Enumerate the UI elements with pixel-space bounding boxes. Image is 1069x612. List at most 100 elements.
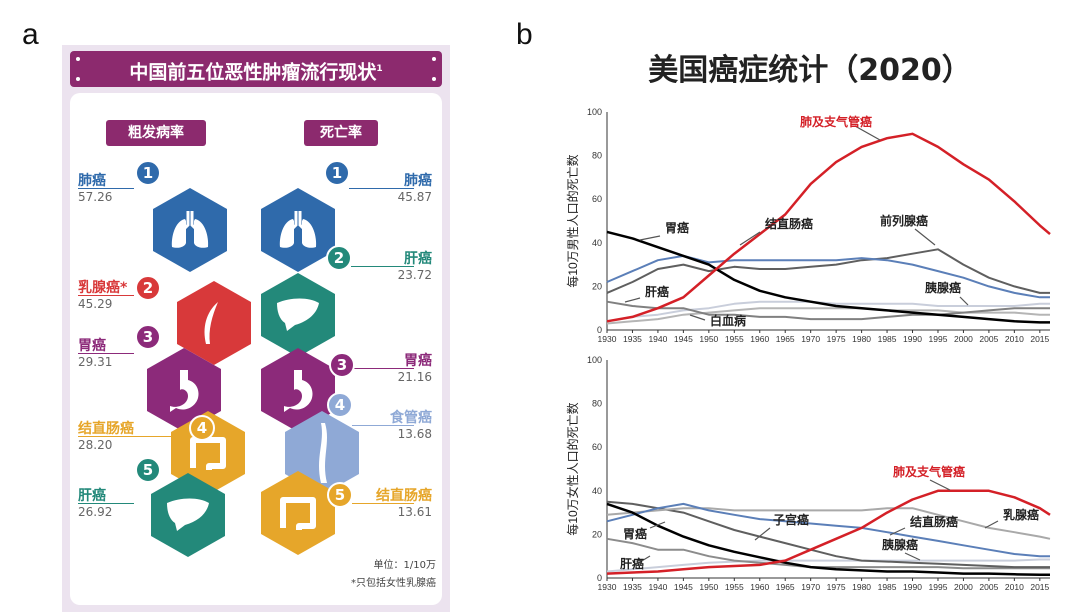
- leader-line: [854, 125, 881, 141]
- x-tick-label: 1965: [776, 582, 795, 592]
- x-tick-label: 1945: [674, 334, 693, 344]
- x-tick-label: 1955: [725, 334, 744, 344]
- chart-female: 0 20 40 60 80 100 1930 1935 1940 1945 1950 1955 1960…: [565, 355, 1051, 592]
- rank-badge: 2: [135, 275, 161, 301]
- y-tick-label: 20: [592, 529, 602, 539]
- rank-badge: 1: [324, 160, 350, 186]
- cancer-rate: 23.72: [397, 268, 432, 282]
- x-tick-label: 1965: [776, 334, 795, 344]
- x-tick-label: 1975: [827, 334, 846, 344]
- leader-line: [689, 314, 706, 321]
- y-tick-label: 20: [592, 281, 602, 291]
- x-tick-label: 2005: [979, 582, 998, 592]
- cancer-name: 肝癌: [78, 488, 106, 504]
- series-label: 肺及支气管癌: [800, 114, 872, 129]
- rank-badge: 4: [189, 415, 215, 441]
- series-label: 肺及支气管癌: [893, 464, 965, 479]
- x-tick-label: 1990: [903, 334, 922, 344]
- series-line-5: [606, 500, 1050, 569]
- cancer-name: 乳腺癌*: [78, 280, 128, 296]
- x-tick-label: 1960: [750, 334, 769, 344]
- infographic-title-banner: 中国前五位恶性肿瘤流行现状1: [70, 51, 442, 87]
- leader-line: [639, 555, 651, 563]
- leader-line: [739, 231, 761, 246]
- leader-line: [754, 527, 771, 541]
- leader-line: [929, 479, 951, 491]
- x-tick-label: 2010: [1005, 582, 1024, 592]
- footnote: *只包括女性乳腺癌: [351, 578, 436, 589]
- series-line-7: [606, 558, 1050, 573]
- y-axis-label: 每10万女性人口的死亡数: [565, 402, 580, 535]
- lung-hexagon-icon: [261, 188, 335, 272]
- colon-hexagon-icon: [261, 471, 335, 555]
- series-label: 胰腺癌: [882, 537, 918, 552]
- leader-line: [649, 521, 666, 529]
- cancer-rate: 29.31: [78, 355, 113, 369]
- series-line-2: [606, 230, 1050, 324]
- leader-line: [904, 552, 921, 561]
- x-tick-label: 1970: [801, 334, 820, 344]
- series-line-6: [606, 300, 1050, 323]
- leader-line: [889, 527, 906, 536]
- x-tick-label: 1940: [648, 334, 667, 344]
- cancer-rate: 13.61: [397, 505, 432, 519]
- cancer-rate: 21.16: [397, 370, 432, 384]
- x-tick-label: 1980: [852, 334, 871, 344]
- cancer-name: 肺癌: [78, 173, 106, 189]
- leader-line: [914, 228, 936, 246]
- y-tick-label: 40: [592, 238, 602, 248]
- series-label: 子宫癌: [773, 512, 809, 527]
- cancer-rate: 13.68: [397, 427, 432, 441]
- rank-badge: 4: [327, 392, 353, 418]
- y-tick-label: 0: [597, 325, 602, 335]
- x-tick-label: 1935: [623, 334, 642, 344]
- series-line-5: [606, 300, 1050, 321]
- x-tick-label: 2000: [954, 582, 973, 592]
- series-label: 结直肠癌: [765, 216, 813, 231]
- chart-title: 美国癌症统计（2020）: [648, 53, 972, 88]
- cancer-name: 结直肠癌: [376, 488, 432, 504]
- y-tick-label: 60: [592, 194, 602, 204]
- x-tick-label: 1940: [648, 582, 667, 592]
- cancer-rate: 26.92: [78, 505, 113, 519]
- cancer-rate: 57.26: [78, 190, 113, 204]
- x-tick-label: 2015: [1030, 334, 1049, 344]
- rank-badge: 3: [135, 324, 161, 350]
- x-tick-label: 1930: [598, 334, 617, 344]
- rank-badge: 5: [327, 482, 353, 508]
- x-tick-label: 1995: [929, 334, 948, 344]
- cancer-name: 胃癌: [78, 338, 106, 354]
- y-tick-label: 60: [592, 442, 602, 452]
- series-label: 胰腺癌: [925, 280, 961, 295]
- mortality-header: 死亡率: [304, 120, 378, 146]
- panel-a-letter: a: [22, 18, 39, 51]
- title-superscript: 1: [376, 64, 383, 74]
- x-tick-label: 1985: [878, 582, 897, 592]
- china-cancer-infographic: 中国前五位恶性肿瘤流行现状1 粗发病率 死亡率 1 肺癌 57.26 2 乳腺癌* 45.…: [62, 45, 450, 612]
- series-label: 胃癌: [623, 526, 647, 541]
- y-axis-label: 每10万男性人口的死亡数: [565, 154, 580, 287]
- incidence-header: 粗发病率: [106, 120, 206, 146]
- x-tick-label: 1990: [903, 582, 922, 592]
- leader-line: [639, 235, 661, 241]
- cancer-name: 胃癌: [404, 353, 432, 369]
- liver-hexagon-icon: [261, 273, 335, 357]
- series-label: 乳腺癌: [1003, 507, 1039, 522]
- series-line-3: [606, 502, 1050, 558]
- unit-note: 单位：1/10万: [373, 560, 436, 571]
- series-line-7: [606, 307, 1050, 325]
- x-tick-label: 2005: [979, 334, 998, 344]
- series-label: 白血病: [710, 313, 746, 328]
- series-line-1: [606, 489, 1051, 575]
- y-tick-label: 100: [587, 355, 602, 365]
- series-line-4: [606, 248, 1050, 294]
- cancer-name: 食管癌: [390, 410, 432, 426]
- rank-badge: 2: [326, 245, 352, 271]
- x-tick-label: 1980: [852, 582, 871, 592]
- x-tick-label: 1950: [699, 334, 718, 344]
- y-tick-label: 100: [587, 107, 602, 117]
- series-line-3: [606, 254, 1050, 299]
- x-tick-label: 1975: [827, 582, 846, 592]
- chart-male: 0 20 40 60 80 100 1930 1935 1940 1945 1950 1955 1960…: [565, 107, 1051, 344]
- series-line-4: [606, 507, 1051, 540]
